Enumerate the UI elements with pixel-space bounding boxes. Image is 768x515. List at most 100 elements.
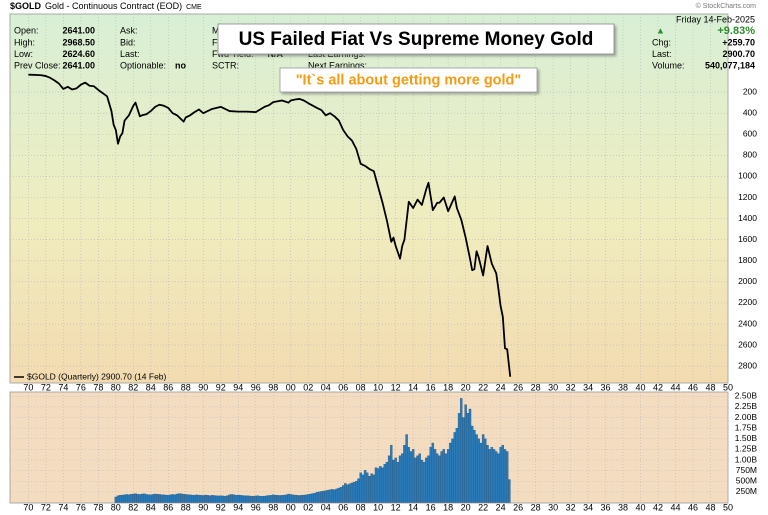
volume-bar bbox=[477, 438, 480, 503]
field-label: Last: bbox=[652, 49, 672, 59]
x-tick-label: 06 bbox=[338, 382, 348, 392]
y-tick-label: 2.00B bbox=[735, 412, 758, 422]
y-tick-label: 1400 bbox=[738, 213, 757, 223]
volume-bar bbox=[313, 492, 316, 503]
volume-bar bbox=[162, 494, 166, 503]
volume-bar bbox=[453, 432, 456, 503]
x-tick-label: 70 bbox=[23, 502, 33, 512]
x-tick-label: 18 bbox=[443, 502, 453, 512]
y-tick-label: 1.25B bbox=[735, 444, 758, 454]
x-tick-label: 38 bbox=[618, 382, 628, 392]
volume-bar bbox=[230, 494, 233, 503]
x-tick-label: 02 bbox=[303, 382, 313, 392]
volume-bar bbox=[143, 493, 146, 503]
volume-bar bbox=[335, 488, 338, 503]
volume-bar bbox=[442, 449, 445, 503]
x-tick-label: 28 bbox=[531, 502, 541, 512]
x-tick-label: 24 bbox=[496, 382, 506, 392]
field-label: Ask: bbox=[120, 25, 138, 35]
volume-bar bbox=[374, 467, 378, 503]
volume-bar bbox=[433, 449, 437, 503]
y-tick-label: 400 bbox=[743, 107, 757, 117]
volume-bar bbox=[140, 493, 144, 503]
y-tick-label: 2800 bbox=[738, 360, 757, 370]
x-tick-label: 82 bbox=[128, 502, 138, 512]
y-tick-label: 500M bbox=[736, 476, 757, 486]
x-tick-label: 82 bbox=[128, 382, 138, 392]
volume-bar bbox=[226, 495, 229, 503]
volume-bar bbox=[357, 478, 360, 503]
volume-bar bbox=[361, 474, 365, 503]
field-value: +259.70 bbox=[722, 37, 755, 47]
x-tick-label: 90 bbox=[198, 382, 208, 392]
y-tick-label: 2.50B bbox=[735, 391, 758, 401]
field-label: High: bbox=[14, 37, 35, 47]
volume-bar bbox=[492, 449, 496, 503]
volume-bar bbox=[490, 447, 494, 503]
volume-bar bbox=[486, 444, 489, 503]
x-tick-label: 00 bbox=[286, 382, 296, 392]
field-label: Low: bbox=[14, 49, 33, 59]
volume-bar bbox=[182, 494, 185, 503]
volume-bar bbox=[304, 494, 308, 503]
volume-bar bbox=[178, 493, 181, 503]
x-tick-label: 16 bbox=[426, 502, 436, 512]
volume-bar bbox=[169, 494, 172, 503]
x-tick-label: 80 bbox=[111, 502, 121, 512]
x-tick-label: 98 bbox=[268, 382, 278, 392]
volume-bar bbox=[475, 434, 478, 503]
volume-bar bbox=[481, 434, 485, 503]
legend-label: $GOLD (Quarterly) 2900.70 (14 Feb) bbox=[27, 371, 167, 381]
volume-bar bbox=[204, 494, 207, 503]
field-label: SCTR: bbox=[212, 60, 239, 70]
x-tick-label: 70 bbox=[23, 382, 33, 392]
y-tick-label: 1.75B bbox=[735, 422, 758, 432]
volume-bar bbox=[379, 466, 382, 503]
x-tick-label: 96 bbox=[251, 502, 261, 512]
volume-bar bbox=[451, 438, 454, 503]
volume-bar bbox=[366, 472, 369, 503]
x-tick-label: 94 bbox=[233, 502, 243, 512]
x-tick-label: 26 bbox=[513, 502, 523, 512]
description: Gold - Continuous Contract (EOD) bbox=[45, 1, 182, 11]
volume-bar bbox=[466, 413, 470, 503]
volume-bar bbox=[127, 494, 131, 503]
volume-bar bbox=[390, 444, 393, 503]
x-tick-label: 84 bbox=[146, 502, 156, 512]
volume-bar bbox=[149, 494, 152, 503]
x-tick-label: 32 bbox=[566, 502, 576, 512]
x-tick-label: 44 bbox=[671, 382, 681, 392]
volume-bar bbox=[455, 427, 459, 503]
volume-bar bbox=[298, 495, 301, 503]
volume-bar bbox=[210, 495, 214, 503]
volume-bar bbox=[383, 464, 386, 503]
volume-bar bbox=[484, 438, 487, 503]
volume-bar bbox=[503, 449, 507, 503]
x-tick-label: 14 bbox=[408, 382, 418, 392]
volume-bar bbox=[508, 479, 511, 503]
x-tick-label: 20 bbox=[461, 382, 471, 392]
x-tick-label: 50 bbox=[723, 382, 733, 392]
volume-bar bbox=[280, 495, 284, 503]
x-tick-label: 86 bbox=[163, 502, 173, 512]
volume-bar bbox=[195, 494, 198, 503]
volume-bar bbox=[359, 472, 362, 503]
field-label: Optionable: bbox=[120, 60, 166, 70]
symbol-line: $GOLD Gold - Continuous Contract (EOD) CME bbox=[10, 1, 202, 11]
volume-bar bbox=[326, 490, 330, 503]
volume-bar bbox=[479, 442, 483, 503]
volume-bar bbox=[282, 494, 286, 503]
volume-bar bbox=[418, 453, 421, 503]
x-tick-label: 32 bbox=[566, 382, 576, 392]
volume-bar bbox=[407, 447, 410, 503]
volume-bar bbox=[468, 408, 472, 503]
volume-bar bbox=[394, 457, 397, 503]
volume-bar bbox=[132, 493, 135, 503]
x-tick-label: 20 bbox=[461, 502, 471, 512]
x-tick-label: 04 bbox=[321, 382, 331, 392]
x-tick-label: 24 bbox=[496, 502, 506, 512]
volume-bar bbox=[398, 455, 402, 503]
volume-bar bbox=[422, 461, 426, 503]
x-tick-label: 06 bbox=[338, 502, 348, 512]
